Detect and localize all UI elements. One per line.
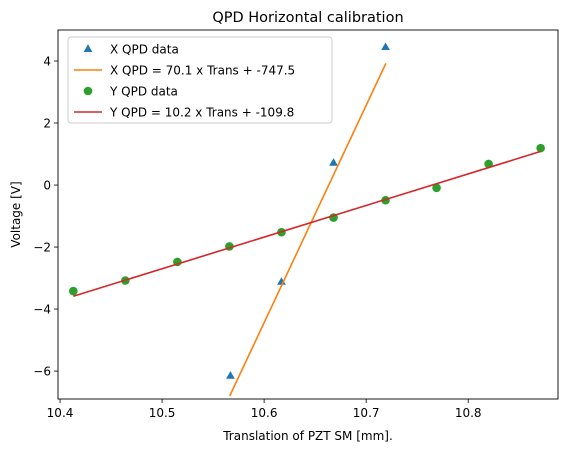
data-point-s0-0 [226, 371, 235, 379]
y-tick-label-3: 0 [43, 178, 51, 192]
legend-swatch-0 [83, 44, 93, 52]
plot-frame [57, 29, 559, 400]
legend-label-0: X QPD data [110, 42, 179, 56]
legend-label-1: X QPD = 70.1 x Trans + -747.5 [110, 63, 295, 77]
y-tick-label-1: −4 [33, 302, 51, 316]
data-point-s2-9 [536, 143, 545, 153]
chart-title: QPD Horizontal calibration [212, 10, 403, 26]
legend-label-3: Y QPD = 10.2 x Trans + -109.8 [109, 105, 294, 119]
x-axis-label: Translation of PZT SM [mm]. [222, 429, 393, 443]
series-line-1 [229, 63, 387, 397]
legend-label-2: Y QPD data [109, 84, 178, 98]
y-axis: −6 −4 −2 0 2 4 [33, 54, 58, 378]
y-tick-label-4: 2 [43, 116, 51, 130]
series-line-3 [73, 150, 541, 298]
data-point-s2-0 [69, 286, 78, 296]
data-point-s2-7 [432, 183, 441, 193]
x-tick-label-0: 10.4 [47, 406, 74, 420]
y-tick-label-2: −2 [33, 240, 51, 254]
x-tick-label-2: 10.6 [251, 406, 278, 420]
legend-box [67, 36, 333, 124]
legend: X QPD data X QPD = 70.1 x Trans + -747.5 Y… [67, 36, 333, 124]
x-tick-label-1: 10.5 [149, 406, 176, 420]
data-point-s0-3 [381, 42, 390, 51]
y-tick-label-5: 4 [43, 54, 51, 68]
y-axis-label: Voltage [V] [9, 181, 23, 247]
y-tick-label-0: −6 [33, 364, 51, 378]
data-point-s0-2 [329, 158, 338, 166]
plot-marks [69, 42, 545, 397]
x-axis: 10.4 10.5 10.6 10.7 10.8 [47, 399, 482, 420]
x-tick-label-4: 10.8 [455, 406, 482, 420]
legend-swatch-2 [83, 86, 93, 96]
x-tick-label-3: 10.7 [353, 406, 380, 420]
